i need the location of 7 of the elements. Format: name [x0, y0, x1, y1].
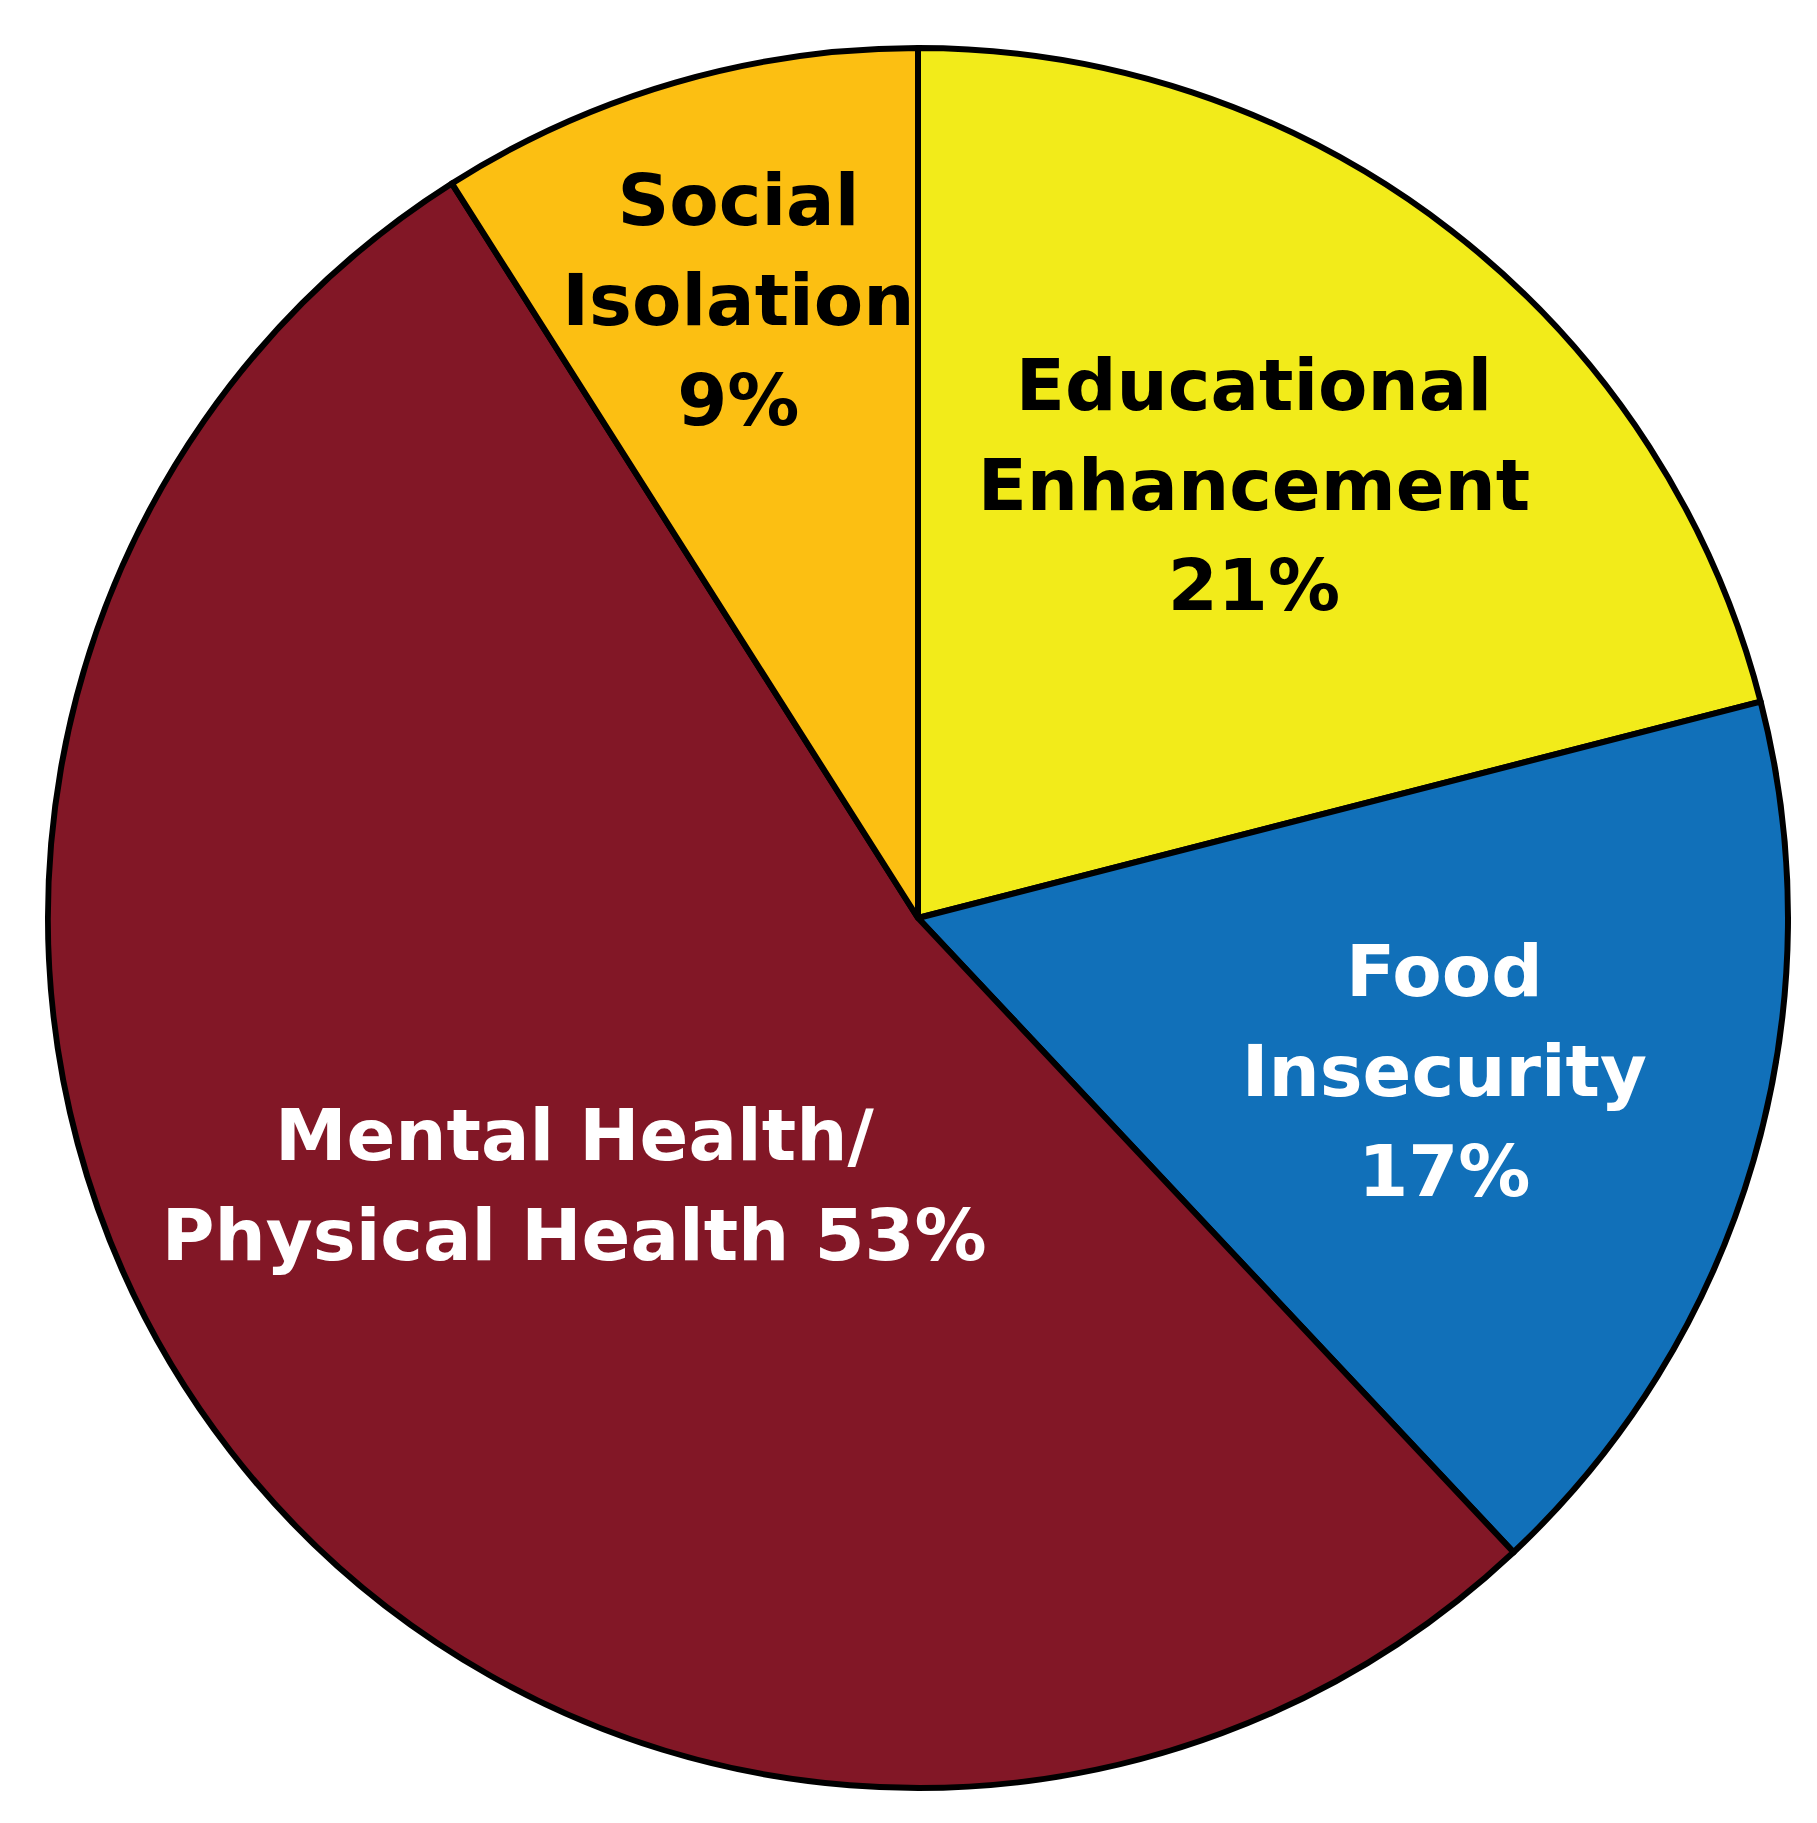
data-label: 21%: [1167, 542, 1341, 627]
slice-label: Mental Health/Physical Health 53%: [161, 1092, 987, 1277]
slice-label: Food Insecurity: [1241, 928, 1647, 1113]
slice-label: Educational Enhancement: [977, 342, 1531, 527]
slice-label: Social Isolation: [562, 157, 915, 342]
data-label: 9%: [677, 357, 800, 442]
data-label: 17%: [1358, 1128, 1531, 1213]
